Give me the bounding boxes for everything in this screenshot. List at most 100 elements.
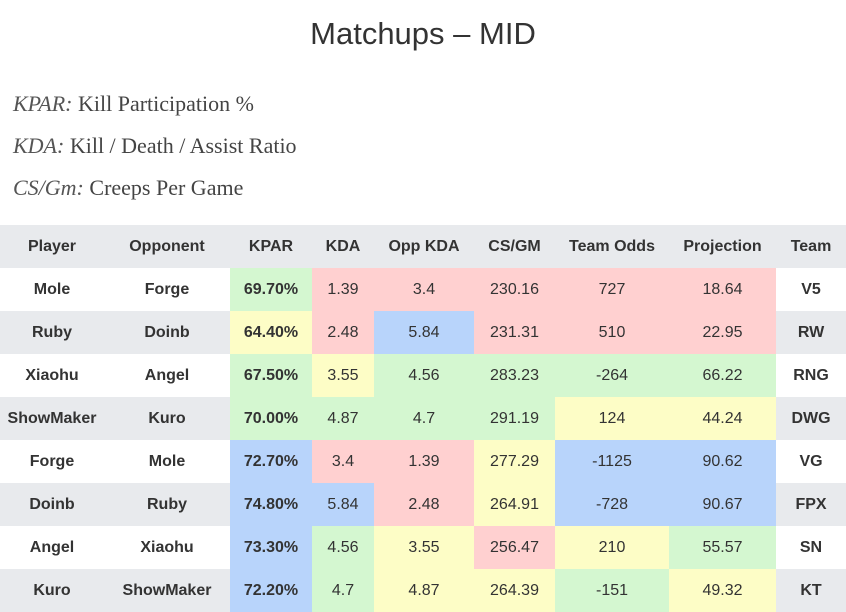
table-row: Doinb Ruby 74.80% 5.84 2.48 264.91 -728 90.67 FP… [0, 483, 846, 526]
cell-kpar: 74.80% [230, 483, 312, 526]
cell-team: V5 [776, 268, 846, 311]
cell-team: RW [776, 311, 846, 354]
cell-opponent: Mole [104, 440, 230, 483]
cell-opponent: Angel [104, 354, 230, 397]
header-team-odds[interactable]: Team Odds [555, 225, 669, 268]
cell-kpar: 69.70% [230, 268, 312, 311]
cell-cs-gm: 230.16 [474, 268, 555, 311]
cell-kpar: 70.00% [230, 397, 312, 440]
cell-cs-gm: 264.39 [474, 569, 555, 612]
cell-cs-gm: 256.47 [474, 526, 555, 569]
table-body: Mole Forge 69.70% 1.39 3.4 230.16 727 18.64 V5 Ru… [0, 268, 846, 612]
cell-projection: 90.62 [669, 440, 776, 483]
cell-opponent: Forge [104, 268, 230, 311]
matchups-table: Player Opponent KPAR KDA Opp KDA CS/GM T… [0, 225, 846, 612]
cell-kpar: 73.30% [230, 526, 312, 569]
cell-kda: 3.4 [312, 440, 374, 483]
cell-team-odds: -1125 [555, 440, 669, 483]
cell-kda: 4.87 [312, 397, 374, 440]
cell-team-odds: -151 [555, 569, 669, 612]
cell-player: Angel [0, 526, 104, 569]
header-kpar[interactable]: KPAR [230, 225, 312, 268]
cell-cs-gm: 291.19 [474, 397, 555, 440]
cell-team-odds: -728 [555, 483, 669, 526]
cell-team-odds: -264 [555, 354, 669, 397]
cell-kpar: 72.20% [230, 569, 312, 612]
cell-projection: 49.32 [669, 569, 776, 612]
legend-abbr: CS/Gm: [13, 175, 84, 200]
legend-cs-per-game: CS/Gm: Creeps Per Game [13, 174, 243, 202]
cell-opponent: Kuro [104, 397, 230, 440]
cell-team-odds: 510 [555, 311, 669, 354]
cell-player: ShowMaker [0, 397, 104, 440]
header-projection[interactable]: Projection [669, 225, 776, 268]
cell-cs-gm: 264.91 [474, 483, 555, 526]
cell-opponent: ShowMaker [104, 569, 230, 612]
cell-opp-kda: 2.48 [374, 483, 474, 526]
legend-text: Kill Participation % [72, 91, 254, 116]
cell-cs-gm: 283.23 [474, 354, 555, 397]
cell-team: FPX [776, 483, 846, 526]
legend-text: Creeps Per Game [83, 175, 244, 200]
table-row: Kuro ShowMaker 72.20% 4.7 4.87 264.39 -151 49.3… [0, 569, 846, 612]
header-kda[interactable]: KDA [312, 225, 374, 268]
legend-abbr: KPAR: [13, 91, 73, 116]
cell-kda: 4.56 [312, 526, 374, 569]
cell-team: DWG [776, 397, 846, 440]
cell-projection: 18.64 [669, 268, 776, 311]
cell-opp-kda: 5.84 [374, 311, 474, 354]
cell-kpar: 67.50% [230, 354, 312, 397]
cell-opp-kda: 3.55 [374, 526, 474, 569]
cell-projection: 90.67 [669, 483, 776, 526]
cell-cs-gm: 277.29 [474, 440, 555, 483]
cell-projection: 44.24 [669, 397, 776, 440]
cell-player: Mole [0, 268, 104, 311]
cell-cs-gm: 231.31 [474, 311, 555, 354]
legend-kpar: KPAR: Kill Participation % [13, 90, 254, 118]
cell-player: Xiaohu [0, 354, 104, 397]
cell-player: Doinb [0, 483, 104, 526]
table-row: Mole Forge 69.70% 1.39 3.4 230.16 727 18.64 V5 [0, 268, 846, 311]
table-row: ShowMaker Kuro 70.00% 4.87 4.7 291.19 124 44.24… [0, 397, 846, 440]
cell-kda: 5.84 [312, 483, 374, 526]
cell-opponent: Ruby [104, 483, 230, 526]
cell-team-odds: 124 [555, 397, 669, 440]
table-row: Angel Xiaohu 73.30% 4.56 3.55 256.47 210 55.57 S… [0, 526, 846, 569]
cell-opponent: Xiaohu [104, 526, 230, 569]
cell-kda: 4.7 [312, 569, 374, 612]
cell-player: Forge [0, 440, 104, 483]
cell-team-odds: 210 [555, 526, 669, 569]
legend-text: Kill / Death / Assist Ratio [64, 133, 297, 158]
header-team[interactable]: Team [776, 225, 846, 268]
cell-team: SN [776, 526, 846, 569]
header-opponent[interactable]: Opponent [104, 225, 230, 268]
header-player[interactable]: Player [0, 225, 104, 268]
cell-opp-kda: 4.56 [374, 354, 474, 397]
cell-team: RNG [776, 354, 846, 397]
cell-kda: 1.39 [312, 268, 374, 311]
header-cs-gm[interactable]: CS/GM [474, 225, 555, 268]
page-title: Matchups – MID [310, 16, 536, 51]
table-row: Forge Mole 72.70% 3.4 1.39 277.29 -1125 90.62 VG [0, 440, 846, 483]
table-row: Xiaohu Angel 67.50% 3.55 4.56 283.23 -264 66.22… [0, 354, 846, 397]
legend-kda: KDA: Kill / Death / Assist Ratio [13, 132, 297, 160]
table-row: Ruby Doinb 64.40% 2.48 5.84 231.31 510 22.95 RW [0, 311, 846, 354]
header-opp-kda[interactable]: Opp KDA [374, 225, 474, 268]
cell-opp-kda: 1.39 [374, 440, 474, 483]
cell-player: Kuro [0, 569, 104, 612]
cell-team: KT [776, 569, 846, 612]
cell-opponent: Doinb [104, 311, 230, 354]
cell-kda: 2.48 [312, 311, 374, 354]
cell-team-odds: 727 [555, 268, 669, 311]
cell-kda: 3.55 [312, 354, 374, 397]
cell-kpar: 72.70% [230, 440, 312, 483]
header-row: Player Opponent KPAR KDA Opp KDA CS/GM T… [0, 225, 846, 268]
cell-opp-kda: 4.87 [374, 569, 474, 612]
legend-abbr: KDA: [13, 133, 65, 158]
cell-opp-kda: 4.7 [374, 397, 474, 440]
cell-projection: 55.57 [669, 526, 776, 569]
cell-kpar: 64.40% [230, 311, 312, 354]
cell-projection: 66.22 [669, 354, 776, 397]
cell-opp-kda: 3.4 [374, 268, 474, 311]
cell-projection: 22.95 [669, 311, 776, 354]
